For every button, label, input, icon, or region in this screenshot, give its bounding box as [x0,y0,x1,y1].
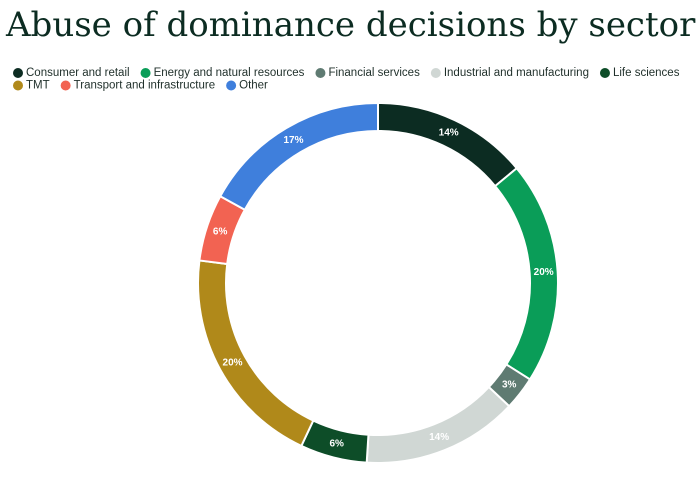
legend-swatch [430,68,441,78]
donut-segment [218,101,379,212]
value-label: 6% [329,438,344,449]
legend-label: Energy and natural resources [154,67,305,79]
legend-swatch [226,80,237,91]
donut-segment [197,259,315,448]
legend-label: Life sciences [613,67,680,79]
legend-label: Transport and infrastructure [74,80,215,92]
value-label: 17% [283,135,303,146]
legend-label: Industrial and manufacturing [444,67,589,79]
legend-label: Financial services [328,67,420,79]
value-label: 14% [439,127,459,138]
value-label: 20% [534,267,554,278]
value-label: 6% [213,226,228,237]
chart-title: Abuse of dominance decisions by sector [5,5,696,45]
legend-swatch [140,68,151,78]
legend-swatch [13,68,23,78]
legend-label: Consumer and retail [26,67,130,79]
value-label: 20% [223,358,243,369]
legend-swatch [13,80,23,91]
value-label: 3% [502,379,517,390]
legend-label: Other [239,80,268,92]
donut-segment [365,385,511,464]
legend-swatch [599,68,610,78]
donut-segment [377,101,519,188]
legend-swatch [60,80,71,91]
legend-label: TMT [26,80,50,92]
legend-swatch [315,68,326,78]
value-label: 14% [429,432,449,443]
